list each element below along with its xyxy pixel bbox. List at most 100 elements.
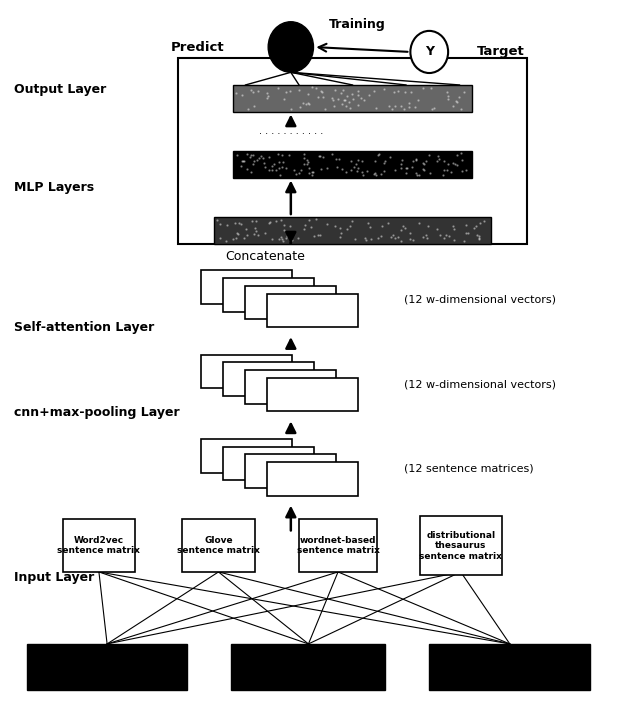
Point: [426, 82, 436, 94]
Point: [331, 220, 341, 231]
Text: Output Layer: Output Layer: [14, 82, 106, 96]
Point: [456, 104, 466, 115]
Bar: [420, 516, 502, 575]
Point: [379, 155, 389, 166]
Point: [253, 85, 263, 96]
Point: [214, 232, 224, 243]
Point: [421, 156, 431, 167]
Point: [242, 164, 252, 175]
Point: [262, 87, 272, 99]
Point: [298, 223, 308, 235]
Point: [478, 216, 489, 227]
Point: [295, 167, 305, 178]
Point: [281, 231, 291, 242]
Point: [386, 151, 396, 162]
Point: [363, 217, 373, 228]
Point: [329, 100, 339, 111]
Point: [411, 154, 421, 165]
Point: [327, 148, 337, 159]
Point: [276, 233, 286, 245]
Point: [252, 216, 262, 227]
Point: [425, 167, 435, 178]
Point: [397, 154, 407, 166]
Point: [443, 93, 453, 104]
Text: Training: Training: [329, 18, 386, 31]
Point: [221, 235, 231, 247]
Point: [404, 98, 414, 109]
Point: [360, 232, 370, 243]
Point: [256, 151, 266, 162]
Bar: [245, 286, 336, 319]
Bar: [245, 454, 336, 488]
Point: [267, 160, 277, 171]
Text: (12 w-dimensional vectors): (12 w-dimensional vectors): [404, 295, 556, 305]
Point: [433, 151, 443, 162]
Point: [371, 102, 381, 114]
Text: Predict: Predict: [171, 40, 225, 54]
Point: [319, 152, 329, 163]
Point: [336, 99, 346, 110]
Text: (12 sentence matrices): (12 sentence matrices): [404, 463, 533, 473]
Point: [239, 156, 249, 167]
Point: [335, 231, 345, 242]
Point: [382, 218, 392, 229]
Point: [471, 229, 482, 240]
Point: [274, 163, 284, 174]
Point: [247, 215, 257, 226]
Text: wordnet-based
sentence matrix: wordnet-based sentence matrix: [296, 536, 379, 556]
Point: [298, 98, 308, 109]
Point: [353, 154, 363, 166]
Text: Target: Target: [477, 45, 524, 59]
Point: [356, 92, 367, 104]
Text: . . . . . . . . . . .: . . . . . . . . . . .: [258, 126, 323, 136]
Point: [398, 220, 408, 231]
Point: [408, 234, 418, 245]
Point: [388, 229, 398, 240]
Point: [396, 225, 406, 236]
Point: [264, 152, 274, 163]
Point: [338, 85, 348, 96]
Point: [303, 88, 313, 99]
Point: [253, 230, 264, 241]
Point: [379, 83, 389, 94]
Text: distributional
thesaurus
sentence matrix: distributional thesaurus sentence matrix: [419, 531, 502, 560]
Point: [250, 223, 260, 234]
Point: [342, 90, 352, 102]
Point: [251, 226, 261, 237]
Point: [313, 91, 324, 102]
Point: [331, 84, 341, 95]
Text: Concatenate: Concatenate: [225, 250, 305, 264]
Point: [379, 157, 389, 168]
Point: [293, 84, 303, 95]
Point: [346, 156, 356, 167]
Point: [237, 155, 247, 166]
Point: [451, 96, 461, 107]
Point: [474, 232, 484, 243]
Point: [302, 158, 312, 169]
Point: [427, 104, 437, 115]
Point: [279, 219, 289, 231]
Point: [408, 155, 418, 166]
Point: [336, 227, 346, 238]
Point: [401, 168, 411, 179]
Point: [369, 86, 379, 97]
Point: [396, 162, 406, 173]
Point: [353, 85, 363, 97]
Point: [434, 154, 444, 165]
Point: [291, 168, 301, 179]
Point: [348, 89, 358, 100]
Point: [248, 87, 258, 98]
Point: [303, 163, 313, 174]
Point: [418, 164, 428, 175]
Point: [295, 101, 305, 112]
Point: [396, 159, 406, 170]
Point: [277, 149, 288, 161]
Point: [314, 150, 324, 161]
Point: [360, 235, 370, 246]
Point: [448, 101, 458, 112]
Point: [418, 231, 428, 243]
Point: [327, 92, 337, 103]
Point: [252, 154, 262, 166]
Point: [390, 233, 400, 244]
Point: [365, 221, 375, 232]
